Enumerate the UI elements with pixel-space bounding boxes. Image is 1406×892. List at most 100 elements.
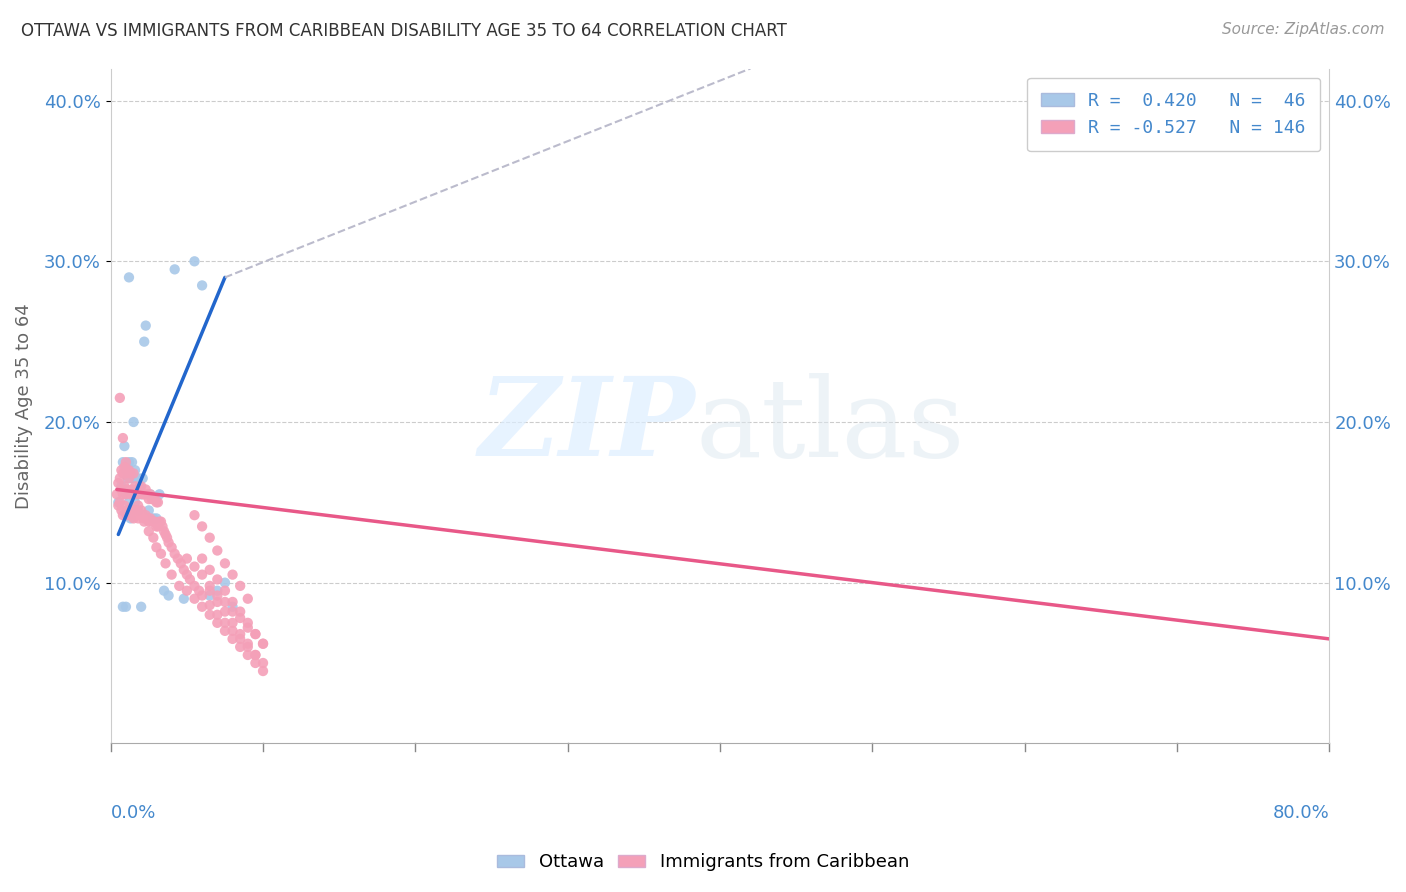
Point xyxy=(176,567,198,582)
Point xyxy=(145,541,167,555)
Point xyxy=(115,487,138,501)
Text: atlas: atlas xyxy=(696,373,966,480)
Point xyxy=(221,567,243,582)
Point xyxy=(124,495,146,509)
Point xyxy=(207,595,229,609)
Point xyxy=(143,492,166,507)
Point xyxy=(134,334,156,349)
Point xyxy=(176,551,198,566)
Point xyxy=(145,519,167,533)
Point xyxy=(245,648,267,662)
Point xyxy=(110,503,132,517)
Point xyxy=(229,605,252,619)
Point xyxy=(207,607,229,622)
Point xyxy=(145,495,167,509)
Point xyxy=(221,595,243,609)
Point xyxy=(236,621,259,635)
Point xyxy=(191,589,214,603)
Point xyxy=(207,573,229,587)
Point xyxy=(214,624,236,638)
Point xyxy=(127,503,149,517)
Point xyxy=(198,579,221,593)
Point xyxy=(214,575,236,590)
Point xyxy=(117,463,139,477)
Point xyxy=(129,487,152,501)
Point xyxy=(112,439,135,453)
Point xyxy=(149,515,172,529)
Point xyxy=(121,483,143,497)
Point xyxy=(112,499,135,513)
Point xyxy=(111,508,134,523)
Point xyxy=(191,519,214,533)
Point xyxy=(112,479,135,493)
Point xyxy=(173,563,195,577)
Point xyxy=(139,487,162,501)
Point xyxy=(207,589,229,603)
Legend: R =  0.420   N =  46, R = -0.527   N = 146: R = 0.420 N = 46, R = -0.527 N = 146 xyxy=(1026,78,1320,152)
Point xyxy=(163,262,186,277)
Point xyxy=(108,471,131,485)
Point xyxy=(135,318,157,333)
Point xyxy=(131,487,153,501)
Point xyxy=(166,551,188,566)
Point xyxy=(229,632,252,646)
Point xyxy=(107,495,129,509)
Point xyxy=(122,487,145,501)
Point xyxy=(118,471,141,485)
Point xyxy=(214,595,236,609)
Point xyxy=(139,511,162,525)
Point xyxy=(149,547,172,561)
Point xyxy=(236,615,259,630)
Point xyxy=(160,541,183,555)
Point xyxy=(183,254,205,268)
Point xyxy=(122,471,145,485)
Point xyxy=(155,527,177,541)
Point xyxy=(122,511,145,525)
Text: OTTAWA VS IMMIGRANTS FROM CARIBBEAN DISABILITY AGE 35 TO 64 CORRELATION CHART: OTTAWA VS IMMIGRANTS FROM CARIBBEAN DISA… xyxy=(21,22,787,40)
Point xyxy=(125,483,148,497)
Point xyxy=(138,503,160,517)
Point xyxy=(107,499,129,513)
Point xyxy=(120,508,142,523)
Point xyxy=(221,599,243,614)
Point xyxy=(160,567,183,582)
Point xyxy=(139,487,162,501)
Point xyxy=(221,632,243,646)
Point xyxy=(245,656,267,670)
Point xyxy=(129,503,152,517)
Point xyxy=(122,467,145,481)
Point xyxy=(188,583,211,598)
Point xyxy=(229,579,252,593)
Point xyxy=(214,557,236,571)
Point xyxy=(252,656,274,670)
Point xyxy=(136,487,159,501)
Point xyxy=(198,598,221,612)
Point xyxy=(191,278,214,293)
Point xyxy=(120,467,142,481)
Point xyxy=(191,567,214,582)
Point xyxy=(115,599,138,614)
Point xyxy=(122,487,145,501)
Point xyxy=(111,467,134,481)
Text: ZIP: ZIP xyxy=(479,373,696,480)
Point xyxy=(214,583,236,598)
Point xyxy=(183,559,205,574)
Text: Source: ZipAtlas.com: Source: ZipAtlas.com xyxy=(1222,22,1385,37)
Point xyxy=(135,508,157,523)
Point xyxy=(145,511,167,525)
Point xyxy=(141,492,163,507)
Point xyxy=(118,484,141,499)
Point xyxy=(191,551,214,566)
Point xyxy=(141,515,163,529)
Point xyxy=(142,515,165,529)
Point xyxy=(121,487,143,501)
Point xyxy=(118,503,141,517)
Text: 80.0%: 80.0% xyxy=(1272,805,1329,822)
Point xyxy=(127,487,149,501)
Point xyxy=(157,589,180,603)
Point xyxy=(236,591,259,606)
Point xyxy=(170,557,193,571)
Point xyxy=(117,471,139,485)
Point xyxy=(207,583,229,598)
Point xyxy=(142,492,165,507)
